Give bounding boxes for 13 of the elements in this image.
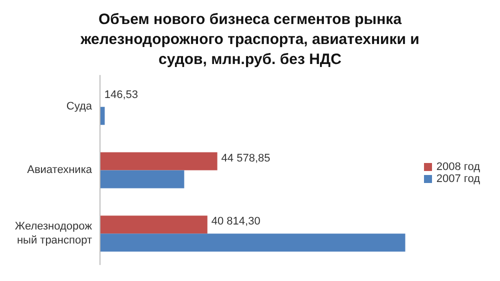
legend-label: 2008 год (436, 160, 480, 172)
y-tick-label: Суда (66, 100, 93, 113)
bar (100, 170, 184, 188)
data-label: 40 814,30 (211, 216, 260, 228)
bar (100, 234, 406, 252)
chart-title: Объем нового бизнеса сегментов рынка железнодорожного траспорта, авиатехники и судов, млн.руб. без НДС (80, 10, 420, 70)
y-tick-label: Авиатехника (27, 164, 93, 176)
data-label: 146,53 (104, 88, 138, 101)
bar (100, 152, 218, 170)
legend-label: 2007 год (436, 172, 480, 184)
y-tick-label: Железнодорожный транспорт (14, 220, 93, 246)
bar (100, 216, 208, 234)
data-label: 44 578,85 (221, 152, 270, 164)
